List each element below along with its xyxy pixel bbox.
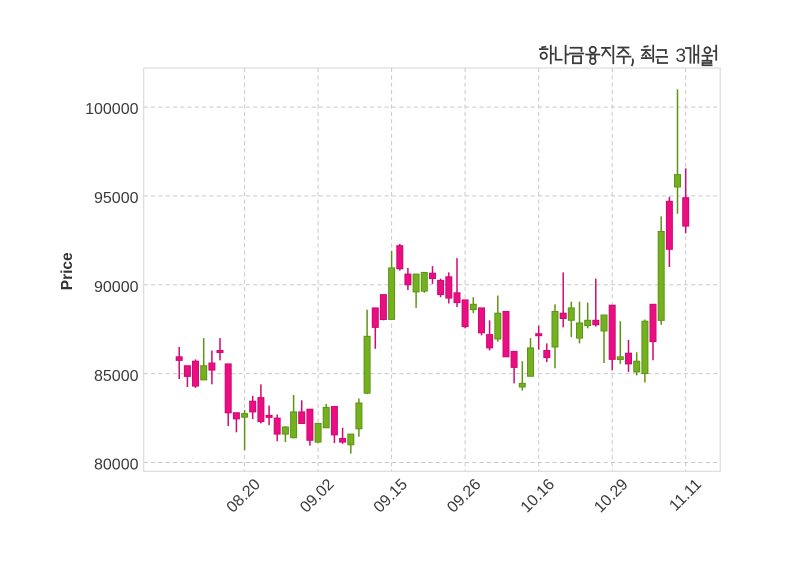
svg-text:80000: 80000 <box>94 457 139 474</box>
svg-text:90000: 90000 <box>94 279 139 296</box>
svg-text:Price: Price <box>59 252 76 290</box>
svg-text:3: 3 <box>676 46 687 67</box>
svg-text:95000: 95000 <box>94 190 139 207</box>
svg-text:85000: 85000 <box>94 368 139 385</box>
svg-text:100000: 100000 <box>85 101 138 118</box>
